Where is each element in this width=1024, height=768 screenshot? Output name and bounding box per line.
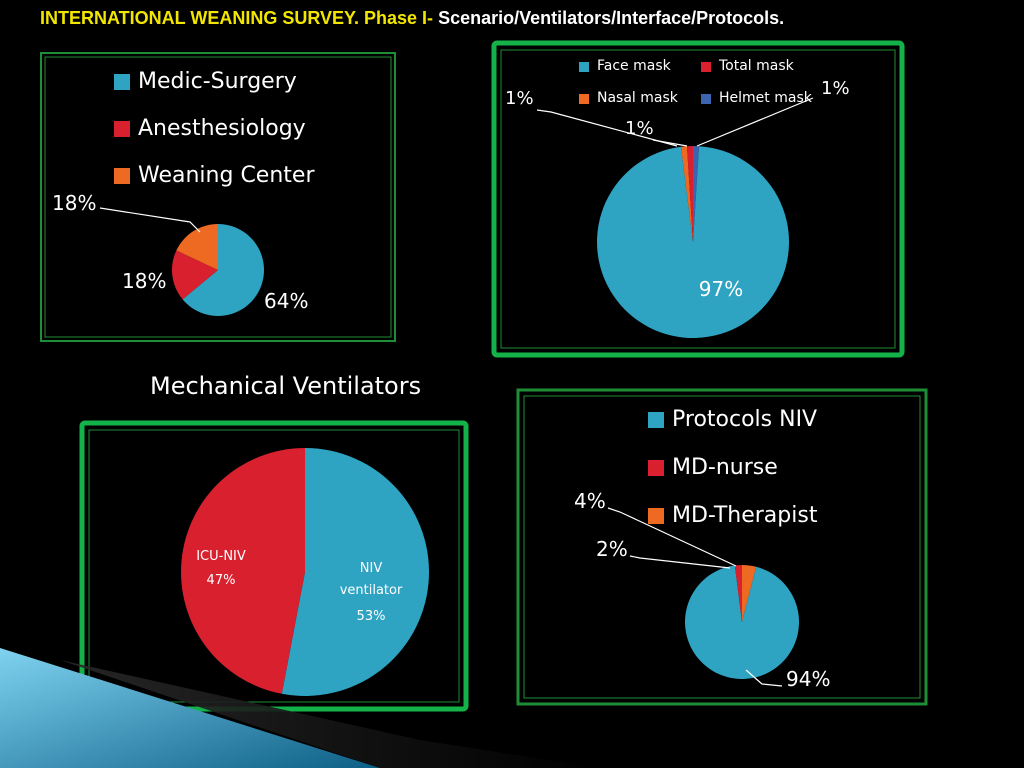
interface-data-label-1: 97% (699, 277, 743, 301)
scenario-legend-1-label: Medic-Surgery (138, 69, 297, 94)
interface-legend-3-label: Nasal mask (597, 90, 679, 106)
interface-legend-3-swatch (579, 94, 589, 104)
scenario-legend-2-label: Anesthesiology (138, 116, 306, 141)
scenario-frame-outer (40, 52, 396, 342)
protocols-chart: Protocols NIV MD-nurse MD-Therapist 94% 2% 4… (516, 388, 928, 706)
interface-slice-1 (693, 146, 700, 242)
ventilators-chart-title: Mechanical Ventilators (150, 372, 422, 400)
protocols-data-label-3: 4% (574, 489, 606, 513)
scenario-legend-3-swatch (114, 168, 130, 184)
interface-legend-2-swatch (701, 62, 711, 72)
ventilators-category-label-2-line-1: ICU-NIV (196, 549, 246, 564)
protocols-data-label-2: 2% (596, 537, 628, 561)
protocols-leader-line-3 (607, 507, 737, 567)
interface-legend-1-label: Face mask (597, 58, 672, 74)
protocols-slice-2 (685, 565, 800, 680)
protocols-leader-line-1 (745, 669, 783, 687)
interface-frame-outer (491, 40, 905, 358)
interface-leader-line-3 (652, 139, 688, 147)
scenario-chart-panel: Medic-Surgery Anesthesiology Weaning Cente… (40, 52, 396, 342)
protocols-slice-1 (742, 565, 757, 622)
scenario-legend-2-swatch (114, 121, 130, 137)
protocols-leader-line-2 (629, 555, 731, 569)
protocols-frame-inner (523, 395, 921, 699)
slide-title: INTERNATIONAL WEANING SURVEY. Phase I- S… (40, 8, 1020, 29)
ventilators-category-label-1-line-2: ventilator (340, 583, 403, 598)
ventilators-data-label-2: 47% (207, 573, 236, 588)
protocols-legend-3-label: MD-Therapist (672, 503, 818, 528)
scenario-leader-line-3 (99, 207, 201, 233)
scenario-chart: Medic-Surgery Anesthesiology Weaning Cente… (40, 52, 396, 342)
scenario-frame-inner (44, 56, 392, 338)
ventilators-data-label-1: 53% (357, 609, 386, 624)
interface-chart-panel: Face mask Total mask Nasal mask Helmet mask… (491, 40, 905, 358)
scenario-legend-3-label: Weaning Center (138, 163, 315, 188)
protocols-legend-3-swatch (648, 508, 664, 524)
protocols-legend-2-swatch (648, 460, 664, 476)
interface-data-label-4: 1% (821, 78, 850, 99)
ventilators-chart: NIV ventilator 53% ICU-NIV 47% (79, 420, 469, 712)
interface-leader-line-4 (696, 97, 814, 147)
protocols-frame-outer (516, 388, 928, 706)
ventilators-slice-2 (181, 448, 305, 694)
protocols-legend-2-label: MD-nurse (672, 455, 778, 480)
scenario-slice-2 (172, 250, 218, 300)
scenario-slice-1 (182, 224, 265, 316)
interface-legend-2-label: Total mask (718, 58, 795, 74)
scenario-legend-1-swatch (114, 74, 130, 90)
interface-slice-4 (686, 146, 693, 242)
slide-title-part1: INTERNATIONAL WEANING SURVEY. Phase I- (40, 8, 434, 28)
interface-data-label-2: 1% (505, 88, 534, 109)
scenario-data-label-2: 18% (122, 269, 166, 293)
scenario-data-label-1: 64% (264, 289, 308, 313)
slide-title-part2: Scenario/Ventilators/Interface/Protocols… (433, 8, 785, 28)
interface-slice-3 (680, 146, 693, 242)
scenario-data-label-3: 18% (52, 191, 96, 215)
scenario-slice-3 (176, 224, 218, 270)
ventilators-category-label-1-line-1: NIV (360, 561, 383, 576)
interface-legend-1-swatch (579, 62, 589, 72)
protocols-slice-3 (734, 565, 742, 622)
interface-frame-inner (500, 49, 896, 349)
interface-legend-4-swatch (701, 94, 711, 104)
protocols-legend-1-swatch (648, 412, 664, 428)
protocols-data-label-1: 94% (786, 667, 830, 691)
protocols-legend-1-label: Protocols NIV (672, 407, 817, 432)
interface-leader-line-2 (536, 109, 678, 147)
interface-slice-2 (597, 146, 790, 339)
protocols-chart-panel: Protocols NIV MD-nurse MD-Therapist 94% 2% 4… (516, 388, 928, 706)
ventilators-slice-1 (281, 448, 430, 696)
ventilators-chart-panel: NIV ventilator 53% ICU-NIV 47% (79, 420, 469, 712)
interface-legend-4-label: Helmet mask (719, 90, 813, 106)
interface-chart: Face mask Total mask Nasal mask Helmet mask… (491, 40, 905, 358)
interface-data-label-3: 1% (625, 118, 654, 139)
